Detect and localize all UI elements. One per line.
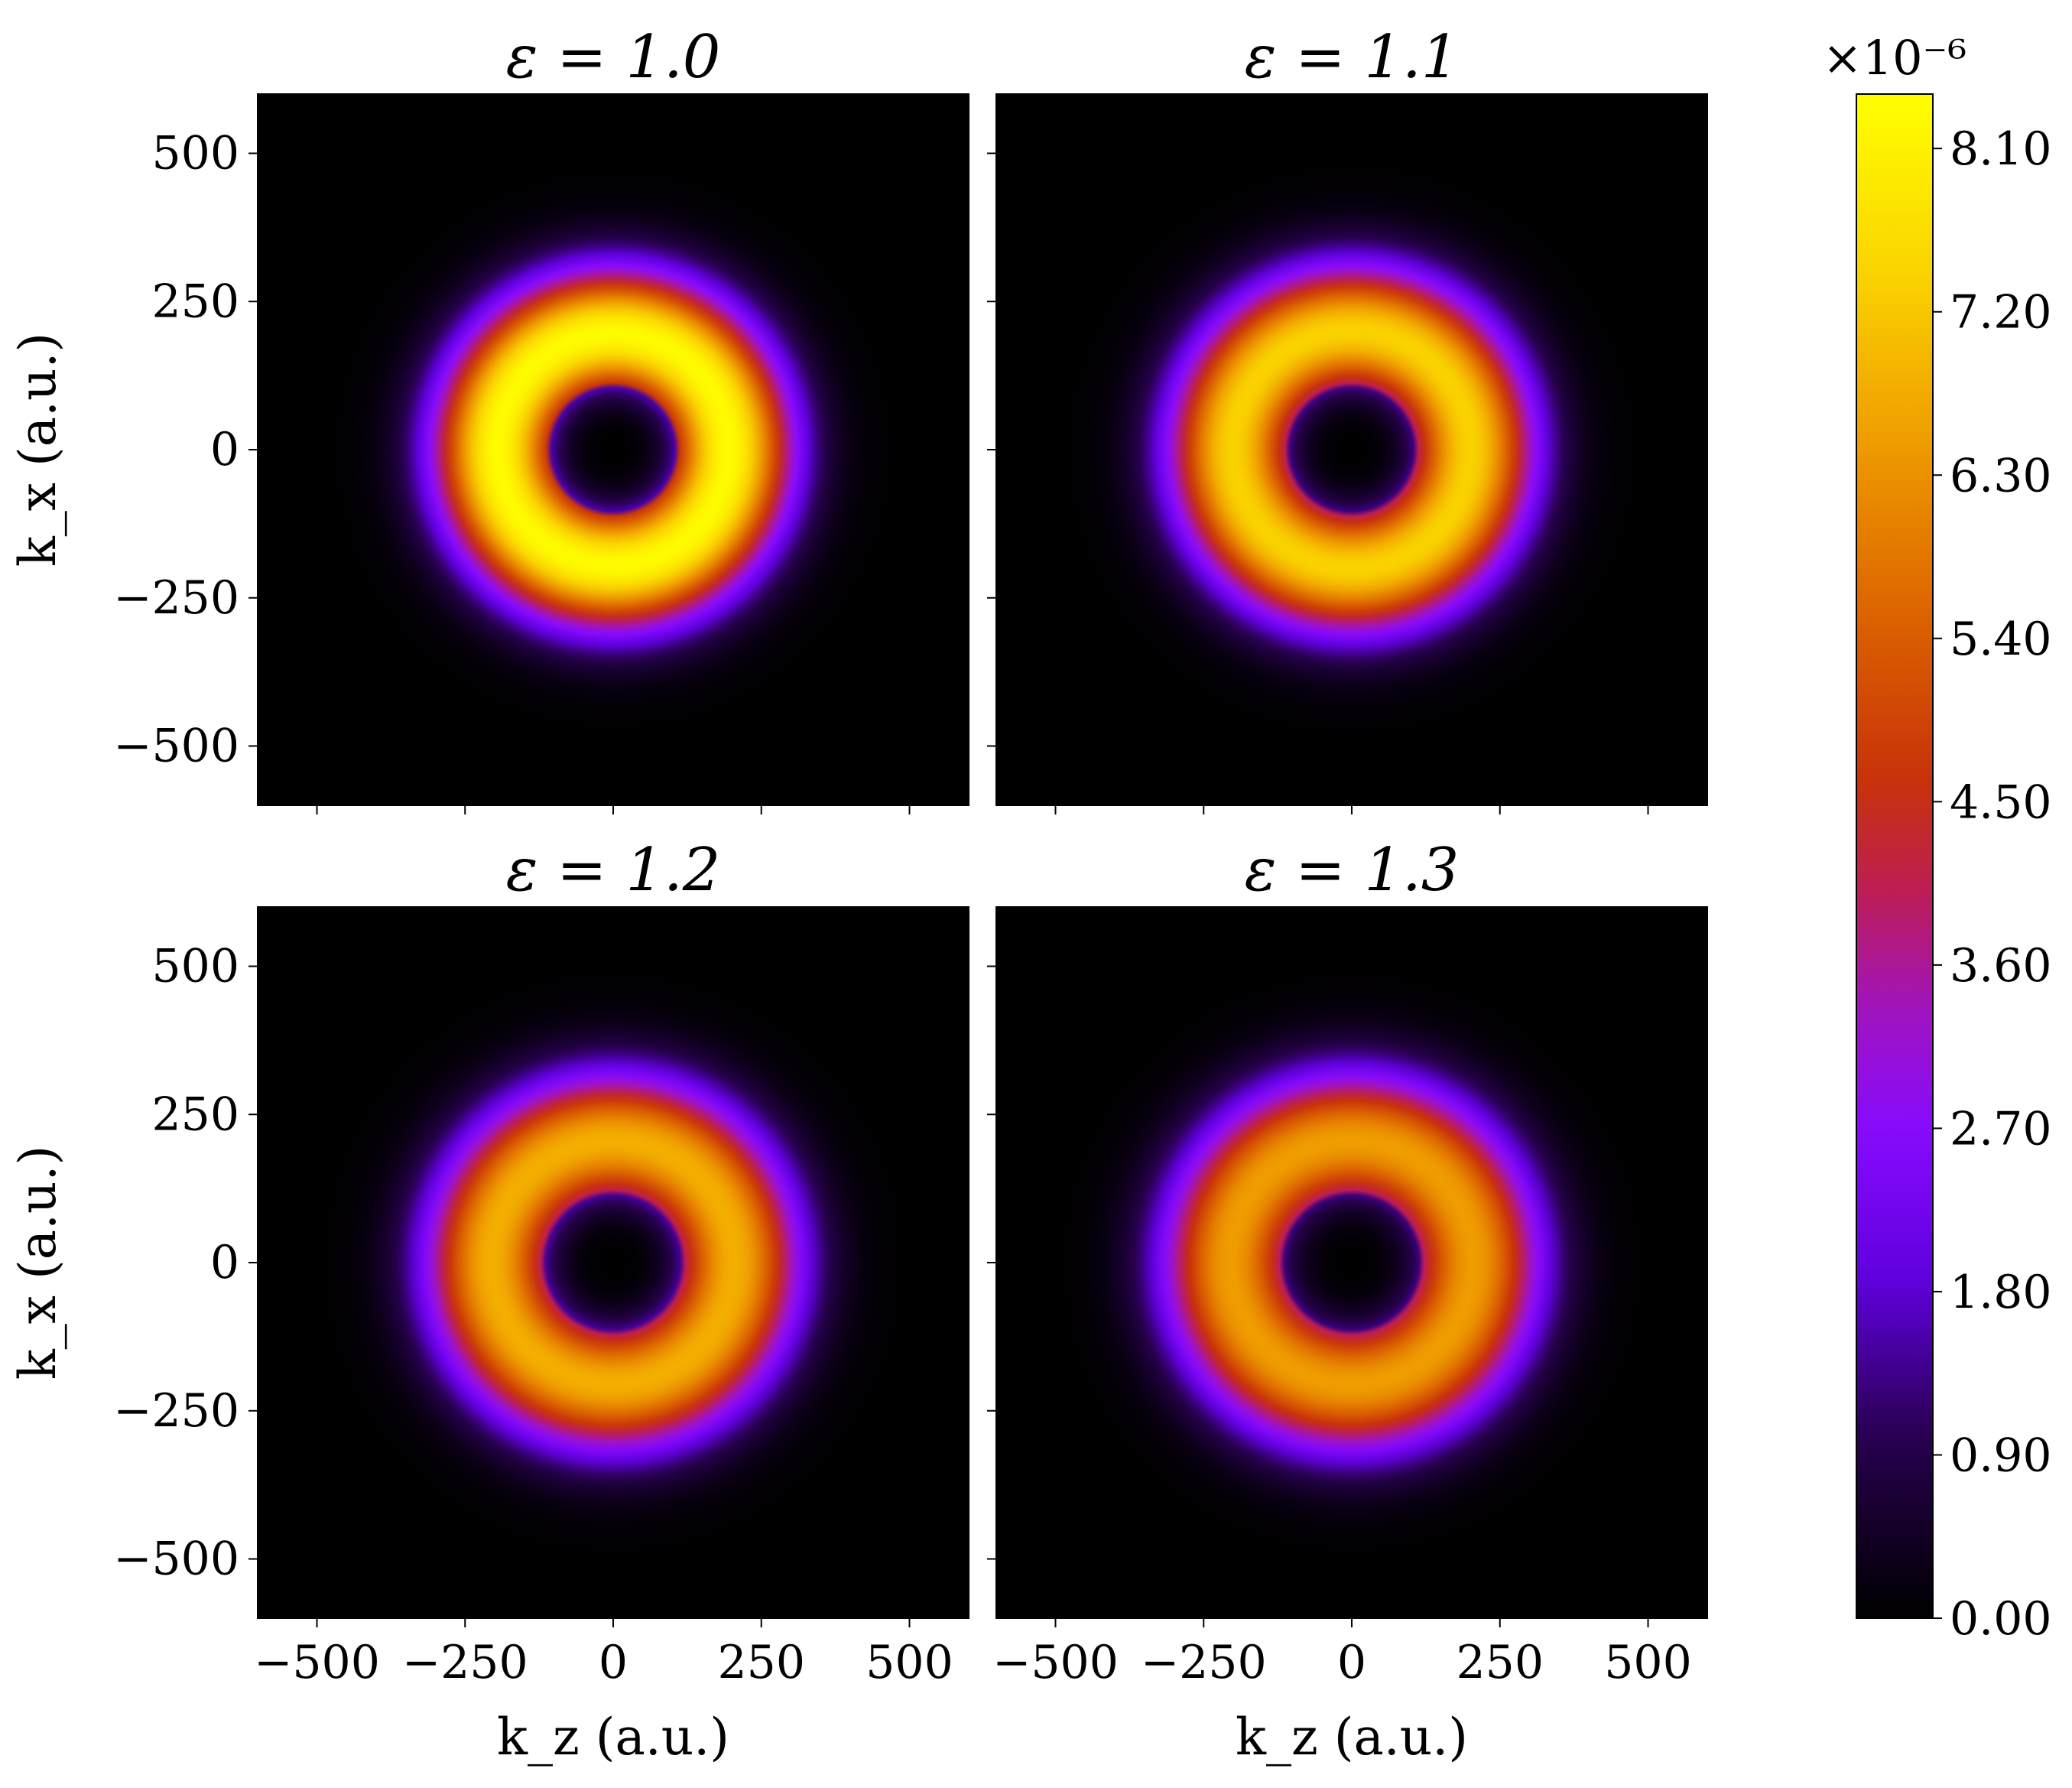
colorbar: 0.00 0.90 1.80 2.70 3.60 4.50 5.40 6.30 7.20 8.10… [1823,30,2052,1646]
x-tick-label: −500 [254,1636,380,1689]
subplot-4: ε = 1.3 −500 −250 0 250 500 k_z (a.u.) [987,836,1708,1767]
y-tick-label: −250 [113,1384,239,1438]
x-tick-label: 250 [717,1636,805,1689]
y-tick-label: 500 [151,940,239,993]
y-tick-label: 250 [151,275,239,328]
subplot-2: ε = 1.1 [987,23,1708,814]
colorbar-tick-label: 0.00 [1950,1592,2052,1646]
panel-title: ε = 1.2 [506,836,721,905]
heatmap-image [258,94,969,805]
x-tick-label: −250 [1141,1636,1267,1689]
x-tick-label: 500 [1604,1636,1692,1689]
y-tick-label: 500 [151,127,239,180]
colorbar-tick-label: 0.90 [1950,1429,2052,1482]
y-axis-label: k_x (a.u.) [8,333,67,567]
x-axis-label: k_z (a.u.) [1236,1708,1468,1767]
panel-title: ε = 1.0 [506,23,721,92]
y-tick-label: 0 [210,423,239,476]
y-axis-label: k_x (a.u.) [8,1146,67,1380]
y-tick-label: −250 [113,571,239,625]
x-tick-label: 0 [599,1636,628,1689]
colorbar-tick-label: 8.10 [1950,122,2052,176]
x-tick-label: 0 [1337,1636,1366,1689]
x-tick-label: −250 [402,1636,528,1689]
x-tick-label: −500 [992,1636,1119,1689]
y-tick-label: 0 [210,1236,239,1289]
panels: ε = 1.0 500 250 0 −250 −500 k_x (a.u.) ε = 1.1 ε… [8,23,1708,1767]
subplot-1: ε = 1.0 500 250 0 −250 −500 k_x (a.u.) [8,23,969,814]
y-tick-label: 250 [151,1087,239,1141]
colorbar-tick-label: 6.30 [1950,449,2052,502]
x-tick-label: 500 [865,1636,953,1689]
colorbar-tick-label: 4.50 [1950,775,2052,829]
panel-title: ε = 1.3 [1245,836,1460,905]
colorbar-tick-label: 1.80 [1950,1266,2052,1319]
heatmap-image [258,907,969,1618]
heatmap-image [996,94,1707,805]
colorbar-tick-label: 5.40 [1950,613,2052,666]
colorbar-offset-label: ×10⁻⁶ [1823,30,1966,86]
colorbar-tick-label: 2.70 [1950,1102,2052,1156]
subplot-3: ε = 1.2 −500 −250 0 250 500 500 250 0 −250 −500 k_z… [8,836,969,1767]
y-tick-label: −500 [113,720,239,773]
colorbar-fill [1856,94,1933,1618]
colorbar-tick-label: 7.20 [1950,286,2052,340]
x-tick-label: 250 [1456,1636,1544,1689]
colorbar-frame [1856,93,1934,1619]
heatmap-image [996,907,1707,1618]
y-tick-label: −500 [113,1533,239,1586]
panel-title: ε = 1.1 [1245,23,1460,92]
colorbar-tick-label: 3.60 [1950,939,2052,993]
x-axis-label: k_z (a.u.) [497,1708,729,1767]
